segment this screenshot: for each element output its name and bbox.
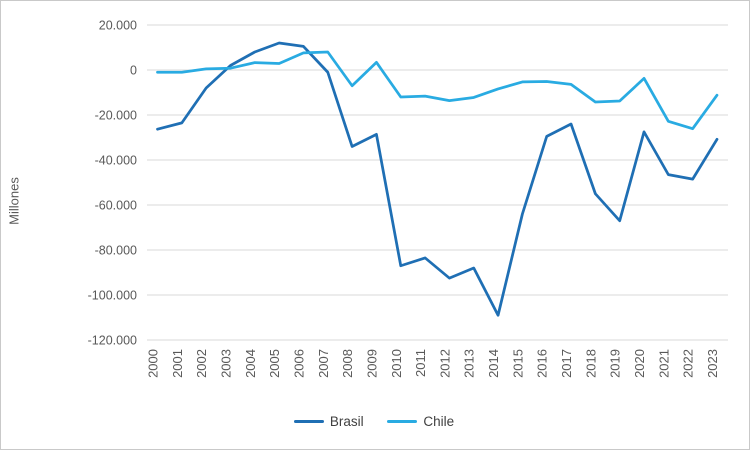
svg-text:2001: 2001 [170,349,185,378]
svg-text:2004: 2004 [243,349,258,378]
svg-text:2019: 2019 [608,349,623,378]
svg-text:2013: 2013 [462,349,477,378]
svg-text:2002: 2002 [194,349,209,378]
svg-text:-120.000: -120.000 [88,334,137,348]
svg-text:-40.000: -40.000 [95,154,137,168]
svg-text:2015: 2015 [510,349,525,378]
svg-text:2000: 2000 [146,349,161,378]
svg-text:2005: 2005 [267,349,282,378]
svg-text:2016: 2016 [535,349,550,378]
svg-text:2007: 2007 [316,349,331,378]
svg-text:2021: 2021 [656,349,671,378]
svg-text:2018: 2018 [583,349,598,378]
svg-text:0: 0 [130,64,137,78]
svg-text:2008: 2008 [340,349,355,378]
svg-text:2017: 2017 [559,349,574,378]
svg-text:20.000: 20.000 [99,19,137,33]
svg-text:2003: 2003 [218,349,233,378]
svg-text:2023: 2023 [705,349,720,378]
svg-text:2010: 2010 [389,349,404,378]
svg-text:2014: 2014 [486,349,501,378]
svg-text:-60.000: -60.000 [95,199,137,213]
svg-text:2022: 2022 [681,349,696,378]
svg-text:2009: 2009 [364,349,379,378]
svg-text:-20.000: -20.000 [95,109,137,123]
svg-text:2012: 2012 [437,349,452,378]
svg-text:-80.000: -80.000 [95,244,137,258]
svg-text:2011: 2011 [413,349,428,377]
svg-text:2006: 2006 [291,349,306,378]
svg-text:-100.000: -100.000 [88,289,137,303]
svg-text:2020: 2020 [632,349,647,378]
